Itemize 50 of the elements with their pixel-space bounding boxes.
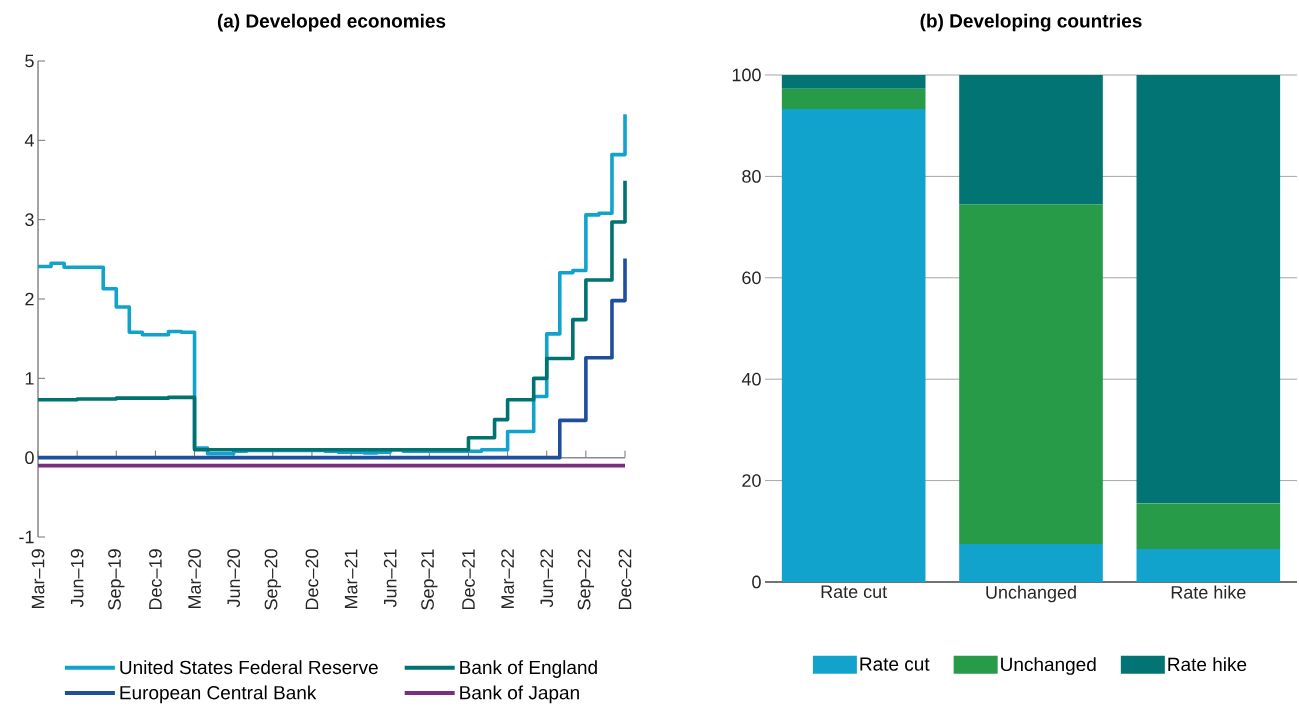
y-tick-label: 1 xyxy=(25,372,34,385)
legend-label: Rate hike xyxy=(1168,657,1247,672)
x-tick-label: Rate hike xyxy=(1171,585,1246,599)
x-tick-label: Jun–22 xyxy=(540,549,554,608)
y-tick-label: 0 xyxy=(25,451,34,465)
legend-label: Unchanged xyxy=(1001,657,1096,675)
y-tick-label: 100 xyxy=(732,68,761,82)
x-tick-label: Dec–22 xyxy=(618,549,632,610)
x-tick-label: Jun–20 xyxy=(227,549,241,608)
y-tick-label: 80 xyxy=(742,170,761,183)
x-tick-label: Dec–21 xyxy=(462,549,475,610)
y-tick-label: 40 xyxy=(741,372,761,386)
bar xyxy=(1136,549,1281,582)
legend-label: European Central Bank xyxy=(120,685,317,704)
x-tick-label: Rate cut xyxy=(821,585,888,599)
x-tick-label: Dec–20 xyxy=(305,549,319,610)
y-tick-label: 5 xyxy=(25,54,34,68)
y-tick-label: 4 xyxy=(24,134,34,147)
y-tick-label: -1 xyxy=(19,530,34,544)
y-tick-label: 0 xyxy=(752,575,761,589)
x-tick-label: Mar–20 xyxy=(188,549,201,609)
bar xyxy=(781,74,926,89)
bar xyxy=(781,108,926,582)
x-tick-label: Sep–22 xyxy=(577,549,595,610)
bar xyxy=(959,74,1103,205)
chart-title: (b) Developing countries xyxy=(920,13,1142,32)
x-tick-label: Mar–19 xyxy=(31,549,45,609)
legend-label: Bank of England xyxy=(460,660,597,678)
x-tick-label: Sep–21 xyxy=(421,549,438,610)
x-tick-label: Jun–21 xyxy=(383,549,397,608)
chart-title: (a) Developed economies xyxy=(217,13,446,32)
x-tick-label: Sep–19 xyxy=(108,549,125,610)
x-tick-label: Mar–22 xyxy=(501,549,514,609)
x-tick-label: Mar–21 xyxy=(344,549,358,609)
bar xyxy=(1136,503,1281,550)
bar xyxy=(959,543,1103,582)
x-tick-label: Unchanged xyxy=(986,585,1076,603)
y-tick-label: 20 xyxy=(742,474,761,487)
bar xyxy=(1136,74,1281,504)
y-tick-label: 60 xyxy=(742,271,761,285)
x-tick-label: Sep–20 xyxy=(264,549,281,610)
y-tick-label: 2 xyxy=(25,292,34,306)
x-tick-label: Dec–19 xyxy=(149,549,162,610)
legend-label: Bank of Japan xyxy=(460,685,579,704)
legend-label: United States Federal Reserve xyxy=(120,660,378,675)
x-tick-label: Jun–19 xyxy=(70,549,84,608)
bar xyxy=(959,204,1103,544)
legend-label: Rate cut xyxy=(860,657,930,671)
y-tick-label: 3 xyxy=(25,213,34,227)
bar xyxy=(781,88,926,109)
